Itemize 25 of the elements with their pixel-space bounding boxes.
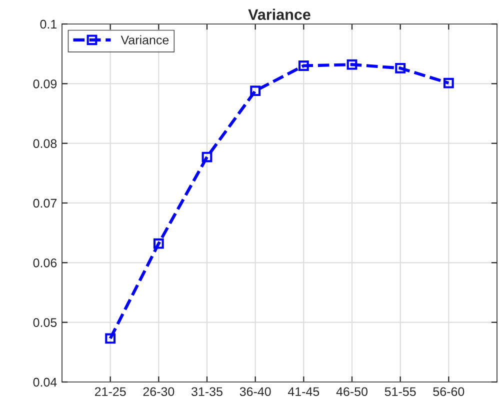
x-tick-label: 21-25 <box>94 387 126 396</box>
point <box>346 59 358 70</box>
x-tick-label: 51-55 <box>384 387 416 396</box>
y-tick-label: 0.04 <box>33 378 57 387</box>
x-tick-label: 56-60 <box>433 387 464 396</box>
legend-label: Variance <box>120 35 169 44</box>
x-tick-label: 46-50 <box>336 387 368 396</box>
y-tick-label: 0.08 <box>33 139 57 148</box>
x-tick-label: 41-45 <box>288 387 320 396</box>
point <box>105 333 116 344</box>
point <box>395 62 406 74</box>
y-tick-label: 0.1 <box>40 20 57 29</box>
point <box>153 238 164 249</box>
y-tick-label: 0.05 <box>33 318 57 327</box>
x-tick-label: 31-35 <box>191 387 222 396</box>
point <box>443 78 454 88</box>
point <box>250 86 261 96</box>
point <box>298 60 309 71</box>
x-tick-label: 26-30 <box>143 387 174 396</box>
chart-title: Variance <box>248 8 310 20</box>
y-tick-label: 0.09 <box>33 79 57 88</box>
x-tick-label: 36-40 <box>240 387 271 396</box>
point <box>202 152 212 162</box>
y-tick-label: 0.06 <box>33 258 57 268</box>
y-tick-label: 0.07 <box>33 198 57 208</box>
